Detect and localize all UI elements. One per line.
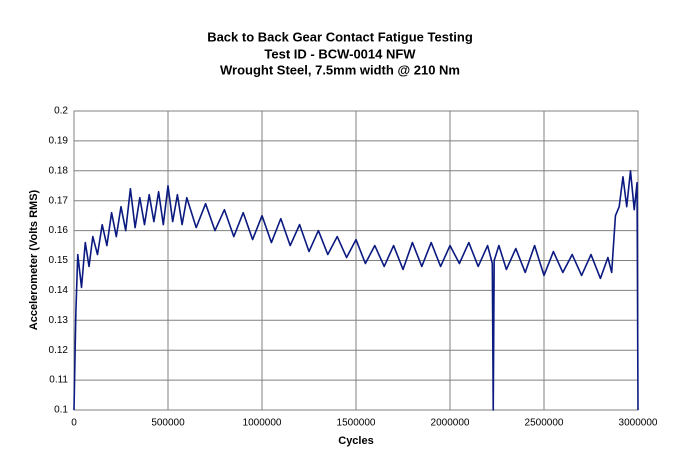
x-tick-label: 2000000	[431, 418, 470, 429]
y-tick-label: 0.15	[49, 255, 69, 266]
y-tick-label: 0.11	[49, 375, 68, 386]
data-line	[73, 170, 639, 411]
x-tick-label: 1000000	[243, 418, 282, 429]
y-tick-label: 0.12	[49, 345, 69, 356]
y-tick-label: 0.18	[49, 165, 69, 176]
x-tick-label: 1500000	[337, 418, 376, 429]
y-tick-label: 0.13	[49, 315, 69, 326]
y-axis-label: Accelerometer (Volts RMS)	[28, 189, 40, 330]
y-tick-label: 0.19	[49, 136, 69, 147]
x-tick-label: 0	[71, 418, 77, 429]
x-axis-label: Cycles	[338, 435, 373, 447]
y-tick-label: 0.17	[49, 195, 69, 206]
chart-subtitle: Wrought Steel, 7.5mm width @ 210 Nm	[220, 62, 460, 77]
chart-subtitle: Test ID - BCW-0014 NFW	[264, 46, 416, 61]
chart-title: Back to Back Gear Contact Fatigue Testin…	[207, 29, 473, 44]
y-tick-label: 0.14	[49, 285, 69, 296]
y-tick-label: 0.1	[54, 405, 68, 416]
y-tick-label: 0.16	[49, 225, 69, 236]
x-tick-label: 2500000	[525, 418, 564, 429]
x-tick-label: 500000	[151, 418, 185, 429]
y-tick-label: 0.2	[54, 106, 68, 117]
x-tick-label: 3000000	[619, 418, 658, 429]
